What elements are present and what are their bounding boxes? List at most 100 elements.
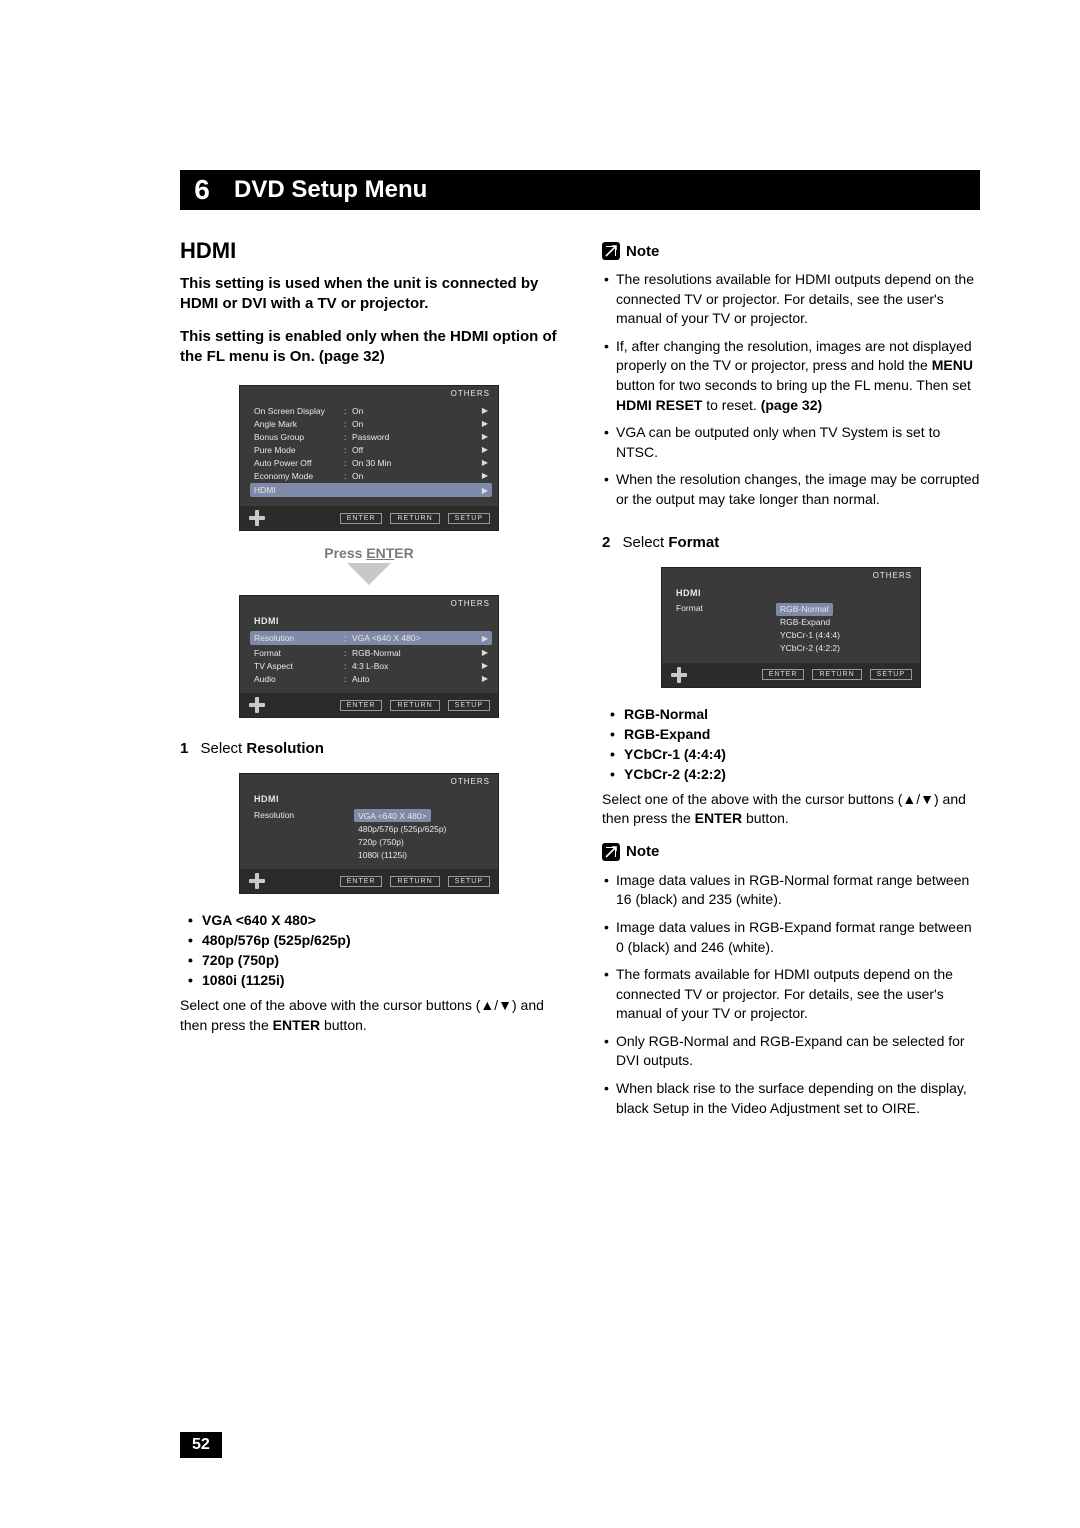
select-instruction: Select one of the above with the cursor … bbox=[180, 996, 558, 1035]
osd-row: Pure Mode:Off▶ bbox=[254, 443, 488, 456]
note-label: Note bbox=[626, 843, 659, 860]
osd-btn-setup: SETUP bbox=[448, 876, 490, 887]
note-item: Image data values in RGB-Expand format r… bbox=[616, 914, 980, 961]
left-column: HDMI This setting is used when the unit … bbox=[180, 238, 558, 1122]
select2-c: button. bbox=[742, 810, 789, 826]
format-option-list: RGB-NormalRGB-ExpandYCbCr-1 (4:4:4)YCbCr… bbox=[602, 704, 980, 784]
osd-top: OTHERS bbox=[662, 568, 920, 583]
select2-b: ENTER bbox=[695, 810, 742, 826]
osd-btn-enter: ENTER bbox=[340, 876, 383, 887]
osd-format-options: OTHERS HDMI Format RGB-NormalRGB-ExpandY… bbox=[661, 567, 921, 688]
osd-option: VGA <640 X 480> bbox=[354, 809, 431, 822]
intro-2b: (page 32) bbox=[319, 348, 385, 365]
osd-row: TV Aspect:4:3 L-Box▶ bbox=[254, 659, 488, 672]
list-item: VGA <640 X 480> bbox=[202, 910, 558, 930]
osd-btn-return: RETURN bbox=[812, 669, 861, 680]
osd-row: Economy Mode:On▶ bbox=[254, 469, 488, 482]
note-item: Only RGB-Normal and RGB-Expand can be se… bbox=[616, 1028, 980, 1075]
osd-side-label: Format bbox=[676, 603, 766, 613]
dpad-icon bbox=[670, 666, 688, 684]
page-number: 52 bbox=[180, 1432, 222, 1458]
osd-top: OTHERS bbox=[240, 386, 498, 401]
note-item: When the resolution changes, the image m… bbox=[616, 466, 980, 513]
note-heading-2: Note bbox=[602, 843, 980, 861]
osd-option: 1080i (1125i) bbox=[354, 848, 488, 861]
down-arrow-wrap bbox=[180, 563, 558, 585]
osd-option: RGB-Expand bbox=[776, 616, 910, 629]
osd-btn-return: RETURN bbox=[390, 700, 439, 711]
note-item: When black rise to the surface depending… bbox=[616, 1075, 980, 1122]
osd-btn-return: RETURN bbox=[390, 513, 439, 524]
dpad-icon bbox=[248, 872, 266, 890]
osd-row: Auto Power Off:On 30 Min▶ bbox=[254, 456, 488, 469]
note-item: VGA can be outputed only when TV System … bbox=[616, 419, 980, 466]
osd-row: Format:RGB-Normal▶ bbox=[254, 646, 488, 659]
note-label: Note bbox=[626, 243, 659, 260]
osd-option: YCbCr-1 (4:4:4) bbox=[776, 629, 910, 642]
press-enter-c: ER bbox=[394, 545, 413, 561]
step-1-verb: Select bbox=[201, 740, 247, 757]
note-item: If, after changing the resolution, image… bbox=[616, 333, 980, 419]
osd-header: HDMI bbox=[676, 586, 910, 602]
note-item: The formats available for HDMI outputs d… bbox=[616, 961, 980, 1028]
intro-2: This setting is enabled only when the HD… bbox=[180, 327, 558, 368]
note-icon bbox=[602, 242, 620, 260]
intro-1: This setting is used when the unit is co… bbox=[180, 274, 558, 315]
right-column: Note The resolutions available for HDMI … bbox=[602, 238, 980, 1122]
dpad-icon bbox=[248, 696, 266, 714]
chapter-number: 6 bbox=[180, 170, 224, 210]
osd-top: OTHERS bbox=[240, 774, 498, 789]
step-1: 1 Select Resolution bbox=[180, 740, 558, 757]
note-icon bbox=[602, 843, 620, 861]
notes-list-1: The resolutions available for HDMI outpu… bbox=[602, 266, 980, 514]
osd-btn-enter: ENTER bbox=[762, 669, 805, 680]
note-heading: Note bbox=[602, 242, 980, 260]
step-2-target: Format bbox=[668, 534, 719, 551]
osd-btn-enter: ENTER bbox=[340, 700, 383, 711]
osd-btn-return: RETURN bbox=[390, 876, 439, 887]
section-hdmi: HDMI bbox=[180, 238, 558, 264]
resolution-option-list: VGA <640 X 480>480p/576p (525p/625p)720p… bbox=[180, 910, 558, 990]
list-item: RGB-Normal bbox=[624, 704, 980, 724]
press-enter-a: Press bbox=[324, 545, 366, 561]
list-item: YCbCr-1 (4:4:4) bbox=[624, 744, 980, 764]
osd-row: Angle Mark:On▶ bbox=[254, 417, 488, 430]
step-2-num: 2 bbox=[602, 534, 610, 551]
step-1-num: 1 bbox=[180, 740, 188, 757]
notes-list-2: Image data values in RGB-Normal format r… bbox=[602, 867, 980, 1123]
osd-row-selected: HDMI▶ bbox=[250, 483, 492, 497]
osd-footer: ENTER RETURN SETUP bbox=[240, 506, 498, 530]
step-1-target: Resolution bbox=[246, 740, 324, 757]
list-item: 720p (750p) bbox=[202, 950, 558, 970]
osd-footer: ENTER RETURN SETUP bbox=[662, 663, 920, 687]
osd-btn-setup: SETUP bbox=[870, 669, 912, 680]
press-enter-label: Press ENTER bbox=[180, 545, 558, 561]
osd-btn-setup: SETUP bbox=[448, 513, 490, 524]
press-enter-b: ENT bbox=[366, 545, 394, 561]
step-2: 2 Select Format bbox=[602, 534, 980, 551]
chapter-title: DVD Setup Menu bbox=[224, 170, 980, 210]
down-arrow-icon bbox=[347, 563, 391, 585]
step-2-verb: Select bbox=[623, 534, 669, 551]
osd-option: YCbCr-2 (4:2:2) bbox=[776, 642, 910, 655]
osd-btn-enter: ENTER bbox=[340, 513, 383, 524]
osd-option: 720p (750p) bbox=[354, 835, 488, 848]
note-item: Image data values in RGB-Normal format r… bbox=[616, 867, 980, 914]
list-item: 480p/576p (525p/625p) bbox=[202, 930, 558, 950]
osd-row: Resolution:VGA <640 X 480>▶ bbox=[250, 631, 492, 645]
list-item: 1080i (1125i) bbox=[202, 970, 558, 990]
list-item: RGB-Expand bbox=[624, 724, 980, 744]
manual-page: 6 DVD Setup Menu HDMI This setting is us… bbox=[0, 0, 1080, 1162]
osd-header: HDMI bbox=[254, 792, 488, 808]
osd-resolution-options: OTHERS HDMI Resolution VGA <640 X 480>48… bbox=[239, 773, 499, 894]
osd-top: OTHERS bbox=[240, 596, 498, 611]
osd-footer: ENTER RETURN SETUP bbox=[240, 693, 498, 717]
select-instruction-2: Select one of the above with the cursor … bbox=[602, 790, 980, 829]
osd-side-label: Resolution bbox=[254, 810, 344, 820]
osd-btn-setup: SETUP bbox=[448, 700, 490, 711]
osd-footer: ENTER RETURN SETUP bbox=[240, 869, 498, 893]
dpad-icon bbox=[248, 509, 266, 527]
chapter-bar: 6 DVD Setup Menu bbox=[180, 170, 980, 210]
osd-header: HDMI bbox=[254, 614, 488, 630]
osd-hdmi-menu: OTHERS HDMI Resolution:VGA <640 X 480>▶F… bbox=[239, 595, 499, 718]
